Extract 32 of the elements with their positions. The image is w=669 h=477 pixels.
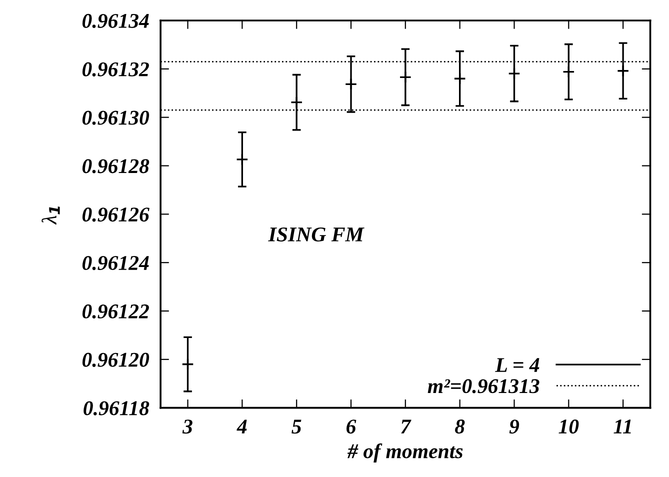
- x-tick-label: 11: [614, 420, 631, 434]
- x-tick-label: 7: [401, 420, 412, 434]
- point: [236, 153, 248, 166]
- x-tick-label: 3: [182, 420, 192, 434]
- y-tick-label: 0.96134: [82, 14, 149, 28]
- point: [399, 70, 412, 84]
- y-axis-title: λ$_{1}$: [42, 206, 60, 225]
- y-tick-label: 0.96126: [82, 208, 150, 222]
- y-tick-label: 0.96122: [82, 304, 149, 319]
- point: [562, 66, 575, 78]
- legend-label: L = 4: [495, 358, 540, 372]
- y-tick-label: 0.96128: [82, 159, 150, 174]
- x-tick-label: 9: [509, 420, 520, 434]
- y-tick-label: 0.96120: [82, 352, 150, 367]
- annotation: ISING FM: [268, 227, 364, 242]
- annotation: m²=0.961313: [428, 379, 540, 394]
- point: [344, 78, 358, 90]
- y-tick-label: 0.96118: [84, 401, 150, 416]
- x-tick-label: 5: [292, 420, 302, 434]
- y-tick-label: 0.96130: [82, 110, 150, 125]
- point: [616, 64, 630, 78]
- y-tick-label: 0.96132: [82, 62, 149, 76]
- x-tick-label: 6: [346, 420, 356, 434]
- x-axis-title: # of moments: [347, 443, 463, 462]
- x-tick-label: 10: [558, 420, 579, 434]
- point: [290, 96, 303, 109]
- point: [454, 72, 466, 85]
- point: [182, 358, 194, 370]
- x-tick-label: 4: [236, 420, 247, 434]
- x-tick-label: 8: [454, 420, 465, 434]
- point: [508, 67, 520, 80]
- y-tick-label: 0.96124: [82, 256, 149, 270]
